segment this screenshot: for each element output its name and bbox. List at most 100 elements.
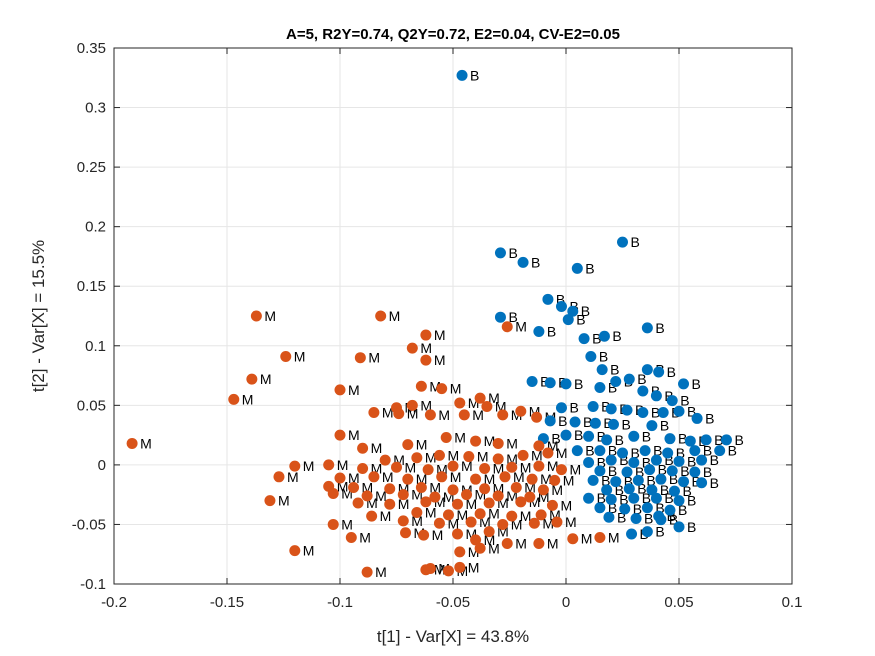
x-tick-label: -0.05 xyxy=(436,594,470,611)
data-point-label-m: M xyxy=(303,458,315,474)
data-point-b xyxy=(641,526,653,538)
data-point-m xyxy=(411,452,423,464)
data-point-label-m: M xyxy=(565,514,577,530)
data-point-label-m: M xyxy=(140,435,152,451)
data-point-m xyxy=(497,518,509,530)
data-point-label-m: M xyxy=(515,536,527,552)
data-point-b xyxy=(657,406,669,418)
data-point-b xyxy=(621,404,633,416)
data-point-m xyxy=(323,459,335,471)
data-point-label-b: B xyxy=(653,443,662,459)
data-point-m xyxy=(420,329,432,341)
data-point-m xyxy=(379,454,391,466)
data-point-label-m: M xyxy=(368,350,380,366)
data-point-m xyxy=(273,471,285,483)
data-point-m xyxy=(497,409,509,421)
data-point-m xyxy=(424,409,436,421)
x-axis-label: t[1] - Var[X] = 43.8% xyxy=(377,627,529,646)
data-point-label-b: B xyxy=(664,490,673,506)
data-point-label-b: B xyxy=(705,410,714,426)
data-point-label-m: M xyxy=(375,488,387,504)
data-point-label-m: M xyxy=(608,530,620,546)
data-point-b xyxy=(668,485,680,497)
data-point-label-b: B xyxy=(508,245,517,261)
data-point-label-b: B xyxy=(610,362,619,378)
data-point-m xyxy=(542,447,554,459)
data-point-label-m: M xyxy=(468,559,480,575)
data-point-label-m: M xyxy=(405,459,417,475)
y-axis-label: t[2] - Var[X] = 15.5% xyxy=(29,240,48,392)
data-point-label-m: M xyxy=(382,469,394,485)
data-point-b xyxy=(560,378,572,390)
y-tick-label: 0.1 xyxy=(85,338,106,355)
data-point-b xyxy=(700,434,712,446)
data-point-label-m: M xyxy=(540,471,552,487)
data-point-m xyxy=(327,487,339,499)
data-point-label-m: M xyxy=(341,485,353,501)
data-point-m xyxy=(481,401,493,413)
data-point-label-m: M xyxy=(538,489,550,505)
data-point-m xyxy=(479,462,491,474)
data-point-label-m: M xyxy=(411,487,423,503)
data-point-m xyxy=(501,321,513,333)
data-point-m xyxy=(458,409,470,421)
data-point-m xyxy=(352,497,364,509)
data-point-label-b: B xyxy=(682,483,691,499)
points-layer xyxy=(126,69,732,578)
data-point-b xyxy=(637,385,649,397)
data-point-m xyxy=(551,516,563,528)
data-point-label-b: B xyxy=(608,443,617,459)
data-point-label-m: M xyxy=(434,352,446,368)
data-point-b xyxy=(678,378,690,390)
data-point-m xyxy=(406,342,418,354)
data-point-label-m: M xyxy=(524,480,536,496)
data-point-b xyxy=(621,466,633,478)
data-point-label-m: M xyxy=(425,505,437,521)
data-point-m xyxy=(420,354,432,366)
data-point-b xyxy=(585,350,597,362)
data-point-b xyxy=(641,322,653,334)
data-point-b xyxy=(567,305,579,317)
data-point-label-b: B xyxy=(599,348,608,364)
data-point-label-b: B xyxy=(655,524,664,540)
data-point-label-m: M xyxy=(434,562,446,578)
data-point-label-b: B xyxy=(678,431,687,447)
data-point-b xyxy=(666,395,678,407)
data-point-b xyxy=(664,433,676,445)
data-point-label-b: B xyxy=(556,291,565,307)
data-point-b xyxy=(594,465,606,477)
data-point-m xyxy=(357,462,369,474)
data-point-b xyxy=(628,457,640,469)
data-point-m xyxy=(483,497,495,509)
data-point-label-b: B xyxy=(703,443,712,459)
data-point-label-b: B xyxy=(714,432,723,448)
data-point-b xyxy=(544,377,556,389)
data-point-label-m: M xyxy=(434,494,446,510)
data-point-label-m: M xyxy=(556,445,568,461)
data-point-label-m: M xyxy=(488,506,500,522)
data-point-label-b: B xyxy=(597,490,606,506)
y-tick-label: -0.1 xyxy=(80,576,106,593)
data-point-label-m: M xyxy=(303,543,315,559)
data-point-b xyxy=(678,476,690,488)
data-point-m xyxy=(442,509,454,521)
data-point-label-b: B xyxy=(687,453,696,469)
data-point-label-m: M xyxy=(450,469,462,485)
data-point-b xyxy=(714,445,726,457)
data-point-m xyxy=(126,437,138,449)
data-point-label-m: M xyxy=(488,390,500,406)
data-point-b xyxy=(673,405,685,417)
data-point-label-b: B xyxy=(619,452,628,468)
data-point-b xyxy=(605,493,617,505)
data-point-label-m: M xyxy=(434,327,446,343)
data-point-b xyxy=(594,381,606,393)
data-point-label-b: B xyxy=(624,474,633,490)
data-point-label-b: B xyxy=(664,452,673,468)
data-point-b xyxy=(696,454,708,466)
data-point-m xyxy=(442,565,454,577)
data-point-b xyxy=(655,514,667,526)
data-point-b xyxy=(720,434,732,446)
data-point-m xyxy=(354,352,366,364)
data-point-m xyxy=(531,411,543,423)
data-point-m xyxy=(440,431,452,443)
